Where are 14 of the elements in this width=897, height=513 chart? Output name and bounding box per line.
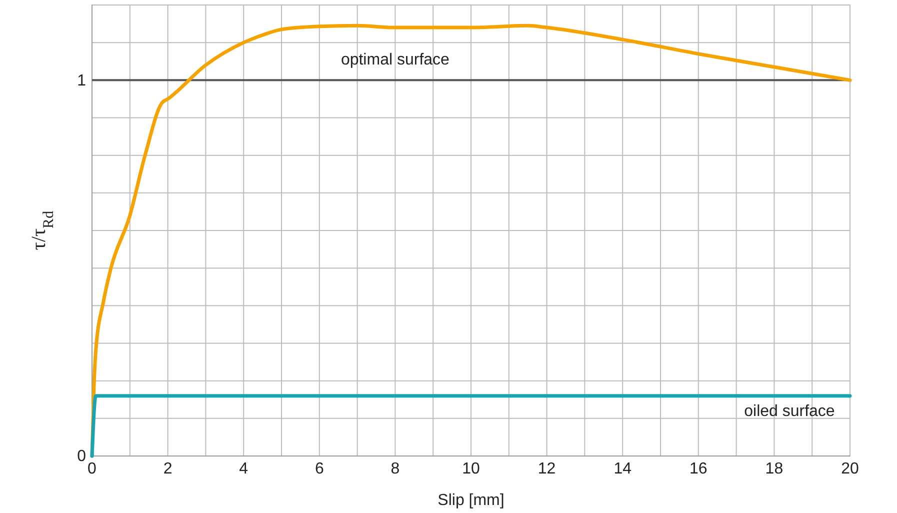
x-tick-label: 16 bbox=[690, 460, 708, 478]
x-tick-label: 6 bbox=[314, 460, 324, 478]
x-tick-label: 10 bbox=[462, 460, 480, 478]
x-tick-label: 20 bbox=[841, 460, 859, 478]
x-tick-label: 8 bbox=[390, 460, 400, 478]
series-label: optimal surface bbox=[340, 52, 450, 69]
x-tick-label: 4 bbox=[239, 460, 248, 478]
series-label: oiled surface bbox=[744, 402, 835, 420]
x-tick-label: 14 bbox=[614, 460, 632, 478]
x-tick-label: 18 bbox=[765, 460, 784, 478]
x-axis-title: Slip [mm] bbox=[438, 492, 504, 509]
x-tick-label: 2 bbox=[163, 460, 172, 478]
y-tick-label: 1 bbox=[77, 72, 86, 90]
x-tick-label: 12 bbox=[538, 460, 556, 478]
